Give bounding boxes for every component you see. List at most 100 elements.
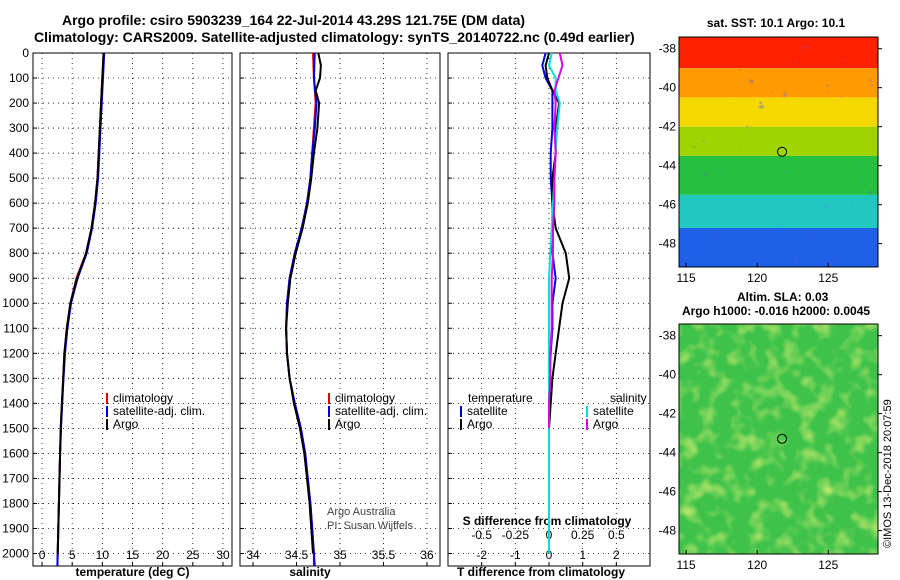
temperature-x-tick-label: 15 <box>126 548 140 562</box>
sst-map-title: sat. SST: 10.1 Argo: 10.1 <box>707 16 846 30</box>
sla_map-texture <box>679 324 878 554</box>
T-legend-label: Argo <box>467 417 493 431</box>
sst_map-x-tick-label: 125 <box>818 271 838 285</box>
y-tick-label: 1500 <box>2 421 29 435</box>
page-title-line2: Climatology: CARS2009. Satellite-adjuste… <box>34 29 635 45</box>
sla_map-y-tick-label: -46 <box>659 485 677 499</box>
sst_map-x-tick-label: 115 <box>677 271 696 285</box>
temperature-x-tick-label: 20 <box>156 548 170 562</box>
salinity-x-tick-label: 34.5 <box>285 548 309 562</box>
salinity-annotation-line1: Argo Australia <box>327 506 396 518</box>
salinity-x-tick-label: 36 <box>420 548 434 562</box>
sla-map-subtitle: Argo h1000: -0.016 h2000: 0.0045 <box>682 304 870 318</box>
difference-series-salinity-argo <box>548 52 564 429</box>
sla_map-x-tick-label: 120 <box>747 558 767 572</box>
temperature-x-tick-label: 5 <box>69 548 76 562</box>
sst_map-argo-position-marker <box>777 146 788 157</box>
y-tick-label: 900 <box>9 271 29 285</box>
sst_map-x-tick-label: 120 <box>747 271 767 285</box>
y-tick-label: 1100 <box>3 321 29 335</box>
T-diff-x-tick-label: -1 <box>510 548 521 562</box>
temperature-x-axis-label: temperature (deg C) <box>75 565 189 579</box>
y-tick-label: 400 <box>9 146 29 160</box>
temperature-x-tick-label: 25 <box>186 548 200 562</box>
sst_map-y-tick-label: -38 <box>659 42 677 56</box>
sst_map-y-tick-label: -46 <box>659 198 677 212</box>
salinity-legend-label: climatology <box>335 391 395 405</box>
salinity-x-tick-label: 35.5 <box>372 548 396 562</box>
y-tick-label: 1400 <box>2 396 29 410</box>
S-diff-x-axis-label: S difference from climatology <box>463 514 632 528</box>
panel-temperature: 0100200300400500600700800900100011001200… <box>2 46 233 579</box>
y-tick-label: 1800 <box>2 496 29 510</box>
sst_map-texture <box>679 37 878 267</box>
S-legend-label: Argo <box>593 417 619 431</box>
temperature-legend-label: climatology <box>113 391 173 405</box>
salinity-series-argo <box>285 52 322 554</box>
sla_map-y-tick-label: -44 <box>659 446 677 460</box>
y-tick-label: 1900 <box>2 521 29 535</box>
S-diff-x-tick-label: 0.5 <box>608 528 625 542</box>
S-diff-x-tick-label: -0.5 <box>471 528 492 542</box>
panel-salinity: 34 34.5 35 35.5 36 salinity <box>239 52 441 579</box>
temperature-legend-label: satellite-adj. clim. <box>113 404 205 418</box>
temperature-x-tick-label: 30 <box>216 548 230 562</box>
y-tick-label: 1200 <box>2 346 29 360</box>
S-diff-x-tick-label: -0.25 <box>502 528 530 542</box>
sla_map-y-tick-label: -42 <box>659 407 677 421</box>
sla_map-y-tick-label: -48 <box>659 524 677 538</box>
sst_map-y-tick-label: -44 <box>659 159 677 173</box>
sst_map-y-tick-label: -48 <box>659 237 677 251</box>
y-tick-label: 300 <box>9 121 29 135</box>
difference-series-salinity-satellite <box>547 52 561 554</box>
sla_map-x-tick-label: 115 <box>677 558 696 572</box>
T-diff-x-tick-label: 2 <box>613 548 620 562</box>
T-legend-label: satellite <box>467 404 508 418</box>
S-legend-title: salinity <box>610 391 647 405</box>
y-tick-label: 100 <box>9 71 29 85</box>
S-diff-x-tick-label: 0.25 <box>571 528 595 542</box>
y-tick-label: 1600 <box>2 446 29 460</box>
sst_map-field <box>679 37 878 267</box>
y-tick-label: 2000 <box>2 546 29 560</box>
temperature-series-argo <box>56 52 105 554</box>
y-tick-label: 200 <box>9 96 29 110</box>
sla_map-argo-position-marker <box>777 433 788 444</box>
salinity-x-tick-label: 34 <box>246 548 260 562</box>
T-diff-x-tick-label: 1 <box>579 548 586 562</box>
temperature-x-tick-label: 10 <box>96 548 110 562</box>
temperature-legend-label: Argo <box>113 417 139 431</box>
T-legend-title: temperature <box>468 391 533 405</box>
page-title-line1: Argo profile: csiro 5903239_164 22-Jul-2… <box>62 12 526 28</box>
panel-difference: -2 -1 0 1 2 T difference from climatology -0.5… <box>447 52 651 579</box>
sla-map-title: Altim. SLA: 0.03 <box>737 290 829 304</box>
y-tick-label: 1300 <box>2 371 29 385</box>
salinity-legend-label: Argo <box>335 417 361 431</box>
salinity-x-tick-label: 35 <box>333 548 347 562</box>
salinity-legend-label: satellite-adj. clim. <box>335 404 427 418</box>
salinity-plot-frame <box>239 52 441 567</box>
T-diff-x-tick-label: 0 <box>546 548 553 562</box>
sla_map-frame <box>678 323 879 555</box>
sla_map-y-tick-label: -40 <box>659 368 677 382</box>
T-diff-x-tick-label: -2 <box>476 548 487 562</box>
temperature-plot-frame <box>32 52 233 567</box>
S-legend-label: satellite <box>593 404 634 418</box>
sst_map-y-tick-label: -42 <box>659 120 677 134</box>
y-tick-label: 600 <box>9 196 29 210</box>
y-tick-label: 0 <box>22 46 29 60</box>
sla_map-y-tick-label: -38 <box>659 329 677 343</box>
sla_map-field <box>679 324 878 554</box>
y-tick-label: 1700 <box>2 471 29 485</box>
salinity-annotation-line2: PI: Susan Wijffels <box>327 520 413 532</box>
y-tick-label: 1000 <box>2 296 29 310</box>
T-diff-x-axis-label: T difference from climatology <box>457 565 625 579</box>
salinity-x-axis-label: salinity <box>289 565 331 579</box>
y-tick-label: 700 <box>9 221 29 235</box>
y-tick-label: 800 <box>9 246 29 260</box>
temperature-x-tick-label: 0 <box>39 548 46 562</box>
sst_map-frame <box>678 36 879 268</box>
sla_map-x-tick-label: 125 <box>818 558 838 572</box>
sst_map-y-tick-label: -40 <box>659 81 677 95</box>
